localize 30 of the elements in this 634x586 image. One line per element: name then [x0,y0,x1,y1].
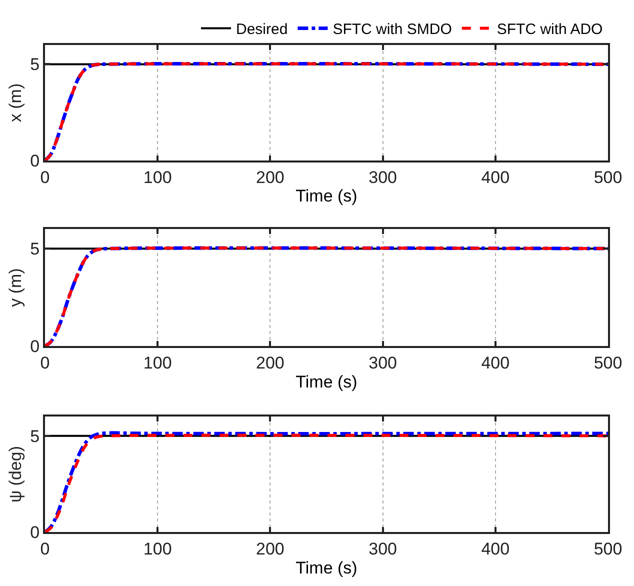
x-tick-label: 500 [594,539,622,558]
y-tick-label: 0 [30,151,40,170]
y-tick-label: 0 [30,522,40,542]
y-axis-title: ψ (deg) [6,446,26,503]
y-axis-title: x (m) [6,83,26,122]
x-tick-label: 300 [368,168,397,187]
legend-label: SFTC with ADO [496,21,603,38]
x-tick-label: 400 [481,353,510,372]
x-tick-label: 100 [143,539,172,558]
y-tick-label: 0 [30,336,40,356]
y-tick-label: 5 [30,426,40,446]
x-tick-label: 100 [143,353,172,372]
x-tick-label: 100 [143,168,172,187]
x-tick-label: 300 [368,353,397,372]
legend-label: SFTC with SMDO [332,21,452,38]
x-tick-label: 300 [368,539,397,558]
x-axis-title: Time (s) [296,186,358,206]
x-tick-label: 200 [256,168,284,187]
x-tick-label: 400 [481,168,510,187]
x-tick-label: 200 [256,353,284,372]
legend-label: Desired [236,21,288,38]
x-axis-title: Time (s) [296,558,358,578]
x-tick-label: 500 [594,168,622,187]
y-tick-label: 5 [30,55,40,74]
x-tick-label: 500 [594,353,622,372]
x-axis-title: Time (s) [296,372,358,392]
y-tick-label: 5 [30,240,40,259]
x-tick-label: 200 [256,539,284,558]
y-axis-title: y (m) [6,268,26,307]
x-tick-label: 400 [481,539,510,558]
